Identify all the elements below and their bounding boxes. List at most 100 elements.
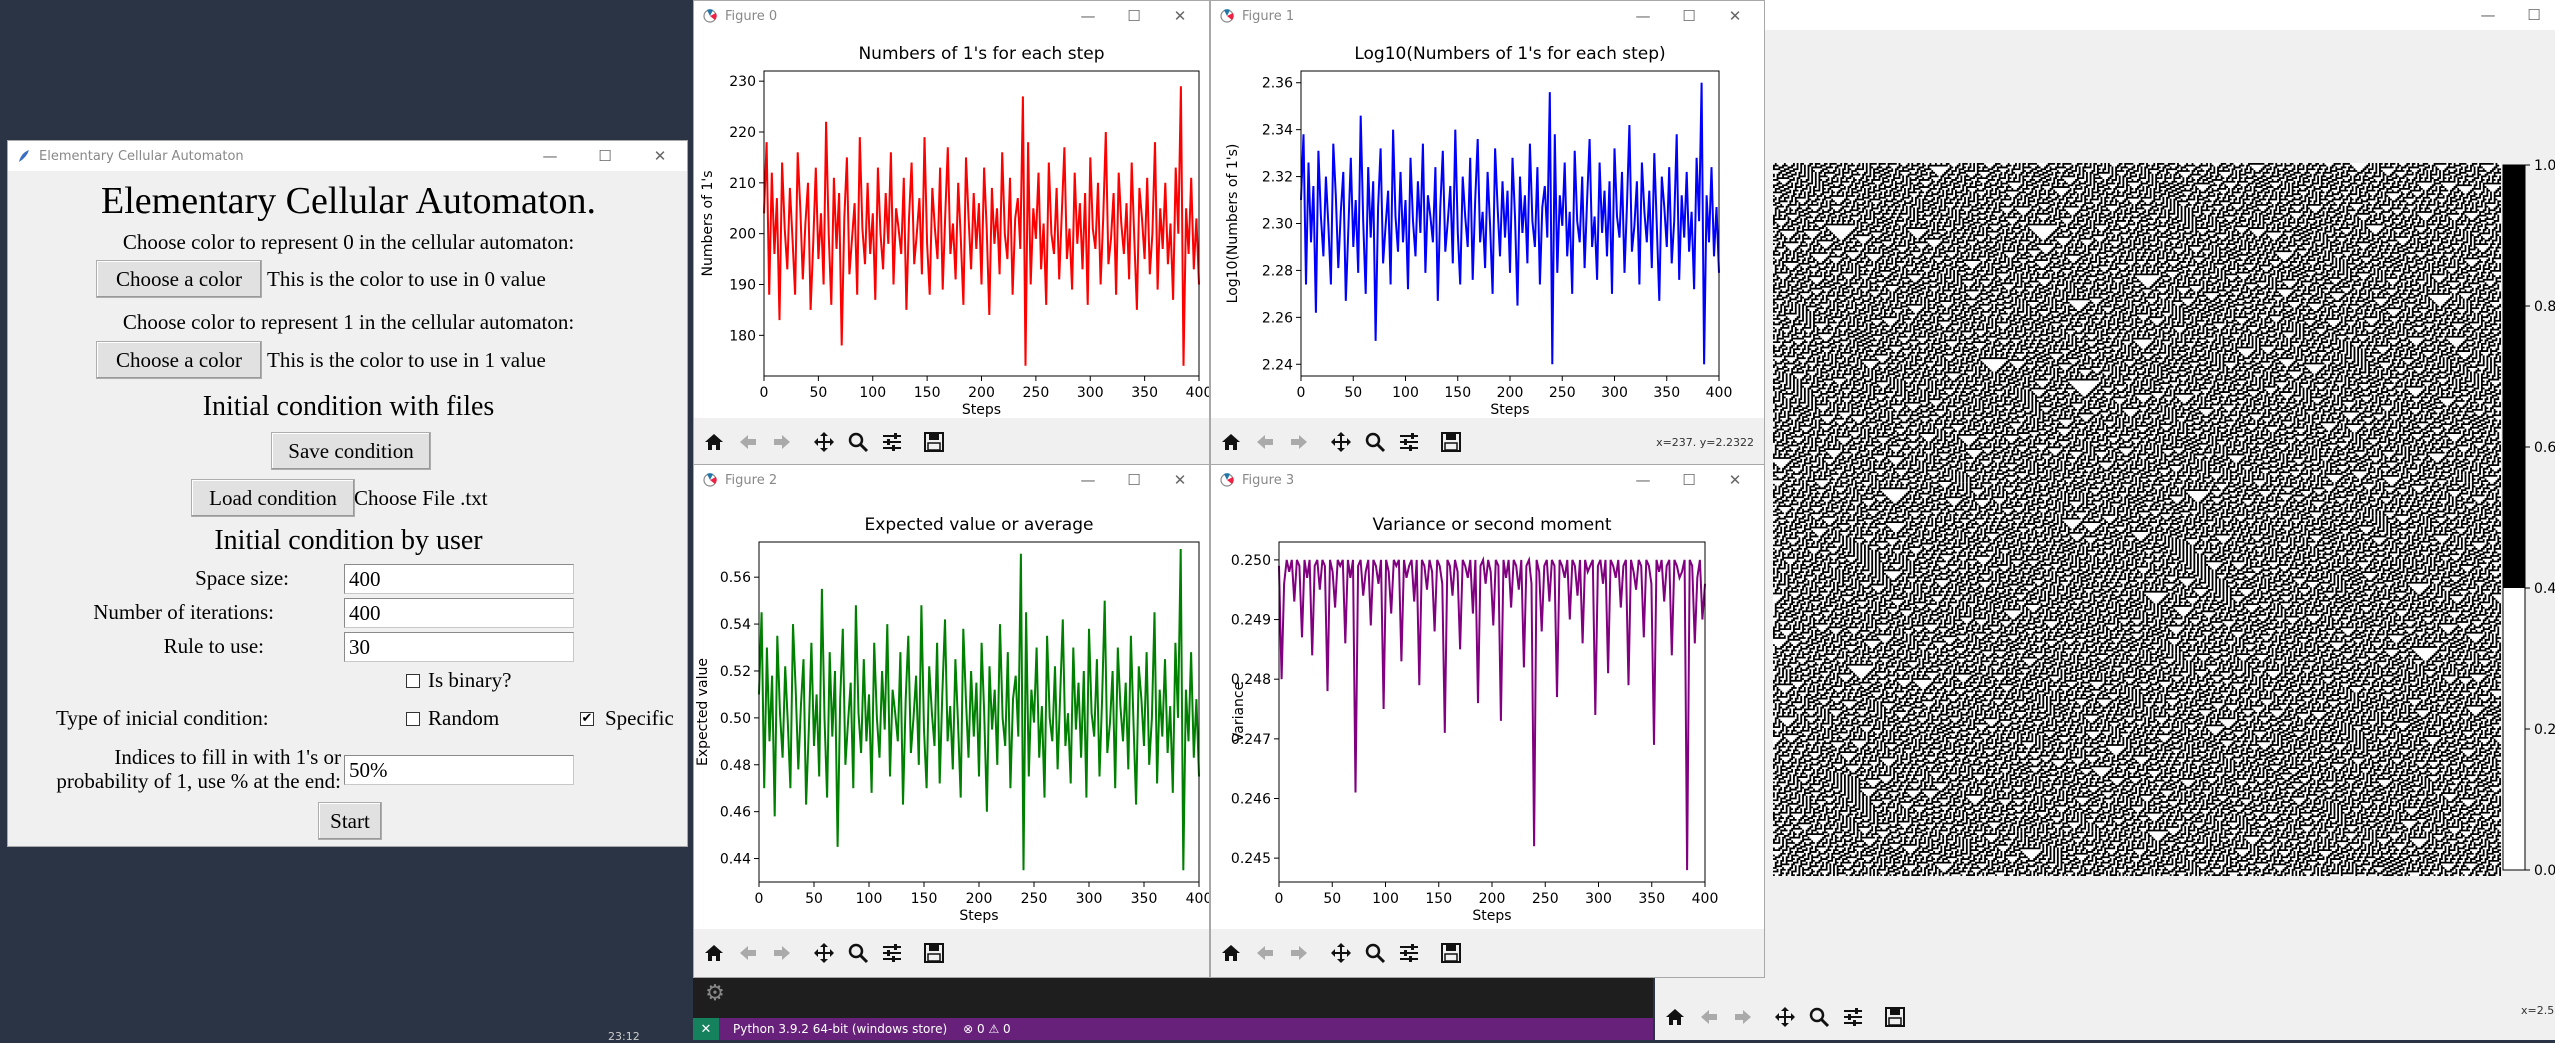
line-chart: Numbers of 1's for each step 0 50 100 150 200… [694,31,1209,420]
start-button[interactable]: Start [318,802,382,840]
is-binary-checkbox[interactable] [406,674,420,688]
x-tick-label: 200 [1479,891,1506,907]
back-arrow-icon[interactable] [1695,1003,1723,1031]
close-button[interactable]: ✕ [1728,7,1742,25]
specific-checkbox[interactable]: ✔ [580,711,594,726]
color0-prompt: Choose color to represent 0 in the cellu… [122,230,575,254]
series-line [1300,82,1720,365]
x-tick-label: 400 [1692,891,1719,907]
forward-arrow-icon[interactable] [1285,428,1313,456]
y-axis-label: Expected value [695,658,711,766]
home-icon[interactable] [1217,939,1245,967]
save-icon[interactable] [1437,428,1465,456]
problems-indicator[interactable]: ⊗ 0 ⚠ 0 [963,1022,1011,1036]
save-icon[interactable] [920,939,948,967]
figure-toolbar [1655,995,2555,1039]
home-icon[interactable] [1661,1003,1689,1031]
back-arrow-icon[interactable] [734,428,762,456]
maximize-button[interactable]: ☐ [1127,7,1141,25]
y-tick-label: 0.245 [1231,851,1271,867]
back-arrow-icon[interactable] [1251,428,1279,456]
zoom-icon[interactable] [1805,1003,1833,1031]
x-axis-label: Steps [1472,908,1511,924]
zoom-icon[interactable] [1361,428,1389,456]
indices-input[interactable]: 50% [344,755,574,785]
minimize-button[interactable]: — [1635,471,1651,489]
home-icon[interactable] [700,428,728,456]
y-tick-label: 0.46 [720,805,751,821]
maximize-button[interactable]: ☐ [2527,6,2541,24]
load-condition-button[interactable]: Load condition [191,479,355,517]
forward-arrow-icon[interactable] [1729,1003,1757,1031]
space-size-input[interactable]: 400 [344,564,574,594]
configure-icon[interactable] [1395,939,1423,967]
back-arrow-icon[interactable] [1251,939,1279,967]
x-axis-label: Steps [1490,402,1529,418]
specific-label: Specific [605,706,674,730]
line-chart: Variance or second moment 0 50 100 150 200 250… [1211,495,1764,931]
configure-icon[interactable] [1395,428,1423,456]
color1-prompt: Choose color to represent 1 in the cellu… [122,310,575,334]
save-icon[interactable] [1437,939,1465,967]
gear-icon[interactable]: ⚙ [705,981,725,1006]
x-tick-label: 100 [856,891,883,907]
y-tick-label: 2.36 [1262,76,1293,92]
x-tick-label: 150 [1444,385,1471,401]
x-axis-label: Steps [959,908,998,924]
iterations-input[interactable]: 400 [344,598,574,628]
x-tick-label: 300 [1601,385,1628,401]
close-button[interactable]: ✕ [1728,471,1742,489]
minimize-button[interactable]: — [1080,471,1096,489]
maximize-button[interactable]: ☐ [1682,471,1696,489]
color1-text: This is the color to use in 1 value [267,348,546,372]
pan-icon[interactable] [810,939,838,967]
zoom-icon[interactable] [844,428,872,456]
maximize-button[interactable]: ☐ [598,147,612,165]
x-tick-label: 100 [1392,385,1419,401]
minimize-button[interactable]: — [1080,7,1096,25]
x-tick-label: 0 [755,891,764,907]
python-interpreter[interactable]: Python 3.9.2 64-bit (windows store) [733,1022,948,1036]
back-arrow-icon[interactable] [734,939,762,967]
pan-icon[interactable] [1771,1003,1799,1031]
maximize-button[interactable]: ☐ [1682,7,1696,25]
iterations-label: Number of iterations: [93,600,274,624]
home-icon[interactable] [1217,428,1245,456]
configure-icon[interactable] [878,939,906,967]
save-condition-button[interactable]: Save condition [271,432,431,470]
clock-text: 23:12 [608,1030,640,1043]
editor-background [693,978,1653,1018]
random-checkbox[interactable] [406,712,420,726]
colorbar-tick-label: 0.6 [2534,440,2555,456]
pan-icon[interactable] [810,428,838,456]
rule-input[interactable]: 30 [344,632,574,662]
configure-icon[interactable] [878,428,906,456]
forward-arrow-icon[interactable] [768,939,796,967]
minimize-button[interactable]: — [542,147,558,165]
save-icon[interactable] [1881,1003,1909,1031]
maximize-button[interactable]: ☐ [1127,471,1141,489]
forward-arrow-icon[interactable] [768,428,796,456]
remote-icon[interactable]: ✕ [693,1018,719,1040]
choose-color1-button[interactable]: Choose a color [96,341,262,379]
zoom-icon[interactable] [844,939,872,967]
pan-icon[interactable] [1327,428,1355,456]
y-axis-label: Variance [1231,682,1247,742]
user-heading: Initial condition by user [214,525,483,556]
save-icon[interactable] [920,428,948,456]
colorbar-frame [2502,164,2526,871]
window-titlebar: Elementary Cellular Automaton [8,141,687,171]
chart-title: Variance or second moment [1372,515,1611,535]
home-icon[interactable] [700,939,728,967]
close-button[interactable]: ✕ [1173,7,1187,25]
status-bar: ✕ Python 3.9.2 64-bit (windows store) ⊗ … [693,1018,1653,1040]
close-button[interactable]: ✕ [1173,471,1187,489]
zoom-icon[interactable] [1361,939,1389,967]
close-button[interactable]: ✕ [653,147,667,165]
choose-color0-button[interactable]: Choose a color [96,260,262,298]
minimize-button[interactable]: — [1635,7,1651,25]
configure-icon[interactable] [1839,1003,1867,1031]
minimize-button[interactable]: — [2480,6,2496,24]
pan-icon[interactable] [1327,939,1355,967]
forward-arrow-icon[interactable] [1285,939,1313,967]
